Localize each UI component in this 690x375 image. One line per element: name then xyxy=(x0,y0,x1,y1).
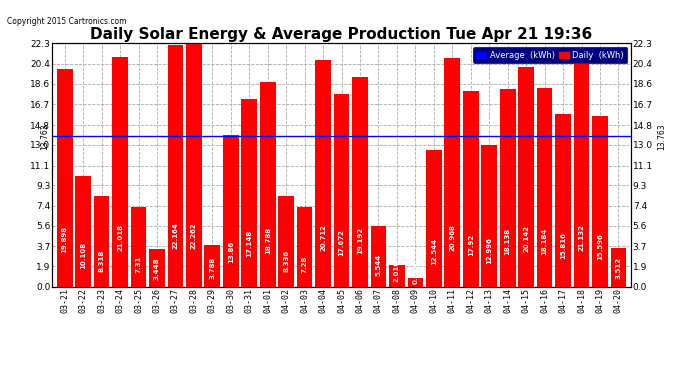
Text: 8.318: 8.318 xyxy=(99,249,105,272)
Bar xyxy=(389,265,405,287)
Text: 3.448: 3.448 xyxy=(154,257,160,280)
Bar xyxy=(444,58,460,287)
Bar xyxy=(241,99,257,287)
Text: 2.016: 2.016 xyxy=(394,260,400,282)
Text: 21.132: 21.132 xyxy=(578,224,584,251)
Bar xyxy=(408,278,423,287)
Text: 22.262: 22.262 xyxy=(191,222,197,249)
Text: 13.763: 13.763 xyxy=(658,123,667,150)
Text: 8.336: 8.336 xyxy=(283,249,289,272)
Title: Daily Solar Energy & Average Production Tue Apr 21 19:36: Daily Solar Energy & Average Production … xyxy=(90,27,593,42)
Text: 7.28: 7.28 xyxy=(302,256,308,273)
Bar xyxy=(500,88,515,287)
Bar xyxy=(352,77,368,287)
Bar xyxy=(371,226,386,287)
Text: 0.844: 0.844 xyxy=(413,261,418,284)
Text: 18.184: 18.184 xyxy=(542,228,548,255)
Bar xyxy=(168,45,184,287)
Legend: Average  (kWh), Daily  (kWh): Average (kWh), Daily (kWh) xyxy=(473,47,627,63)
Text: 17.92: 17.92 xyxy=(468,234,474,256)
Bar xyxy=(555,114,571,287)
Text: Copyright 2015 Cartronics.com: Copyright 2015 Cartronics.com xyxy=(7,17,126,26)
Text: 17.672: 17.672 xyxy=(339,230,344,256)
Text: 15.816: 15.816 xyxy=(560,232,566,259)
Bar xyxy=(223,135,239,287)
Text: 7.31: 7.31 xyxy=(135,256,141,273)
Bar xyxy=(204,246,220,287)
Bar xyxy=(149,249,165,287)
Bar xyxy=(75,176,91,287)
Bar xyxy=(278,196,294,287)
Text: 13.763: 13.763 xyxy=(40,123,49,150)
Text: 10.108: 10.108 xyxy=(80,242,86,268)
Text: 20.968: 20.968 xyxy=(449,224,455,251)
Text: 3.788: 3.788 xyxy=(209,257,215,279)
Bar xyxy=(592,116,608,287)
Text: 20.712: 20.712 xyxy=(320,224,326,251)
Bar xyxy=(57,69,72,287)
Text: 19.192: 19.192 xyxy=(357,227,363,254)
Text: 13.86: 13.86 xyxy=(228,240,234,262)
Bar xyxy=(537,88,553,287)
Bar xyxy=(334,94,349,287)
Bar xyxy=(482,145,497,287)
Text: 20.142: 20.142 xyxy=(523,225,529,252)
Text: 21.018: 21.018 xyxy=(117,224,123,251)
Text: 17.148: 17.148 xyxy=(246,230,253,257)
Bar xyxy=(315,60,331,287)
Bar xyxy=(426,150,442,287)
Text: 5.544: 5.544 xyxy=(375,254,382,276)
Bar xyxy=(186,44,201,287)
Text: 3.512: 3.512 xyxy=(615,258,622,279)
Text: 18.788: 18.788 xyxy=(265,227,270,254)
Text: 22.164: 22.164 xyxy=(172,222,179,249)
Text: 12.544: 12.544 xyxy=(431,237,437,265)
Bar xyxy=(260,81,275,287)
Text: 15.596: 15.596 xyxy=(597,233,603,260)
Bar xyxy=(463,91,479,287)
Bar xyxy=(130,207,146,287)
Text: 18.138: 18.138 xyxy=(504,228,511,255)
Bar xyxy=(518,67,534,287)
Bar xyxy=(297,207,313,287)
Bar xyxy=(611,249,627,287)
Text: 12.996: 12.996 xyxy=(486,237,492,264)
Text: 19.898: 19.898 xyxy=(61,225,68,253)
Bar xyxy=(573,56,589,287)
Bar xyxy=(94,196,110,287)
Bar xyxy=(112,57,128,287)
